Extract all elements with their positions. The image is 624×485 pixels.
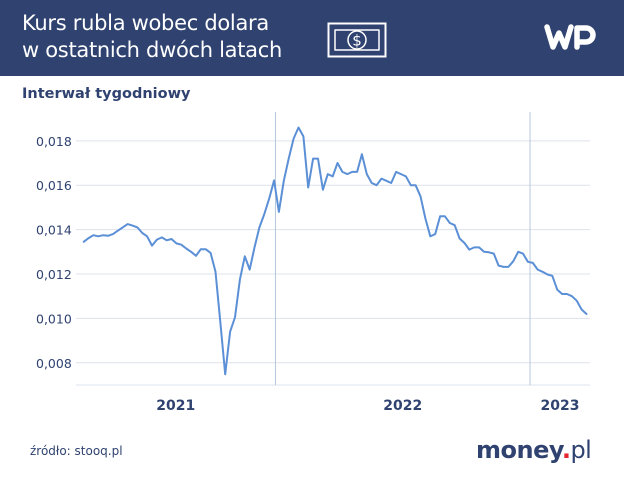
y-tick-label: 0,014 (36, 223, 72, 238)
brand-dot: . (561, 436, 571, 464)
brand-suffix: pl (570, 436, 592, 464)
x-tick-label: 2023 (541, 398, 580, 414)
banknote-icon: $ (327, 22, 387, 58)
chart-title: Kurs rubla wobec dolara w ostatnich dwóc… (22, 10, 282, 64)
title-line-1: Kurs rubla wobec dolara (22, 11, 269, 35)
chart-subtitle: Interwał tygodniowy (22, 86, 191, 102)
y-tick-label: 0,016 (36, 178, 72, 193)
x-tick-label: 2022 (383, 398, 422, 414)
header-banner: Kurs rubla wobec dolara w ostatnich dwóc… (0, 0, 624, 76)
x-tick-label: 2021 (156, 398, 195, 414)
brand-name: money (476, 436, 562, 464)
wp-logo (544, 24, 596, 50)
series-line (82, 126, 588, 376)
x-axis: 2021 2022 2023 (156, 398, 579, 414)
title-line-2: w ostatnich dwóch latach (22, 38, 282, 62)
grid (76, 140, 590, 386)
year-boundaries (274, 112, 531, 385)
y-axis: 0,008 0,010 0,012 0,014 0,016 0,018 (36, 134, 72, 371)
y-tick-label: 0,010 (36, 311, 72, 326)
series (82, 126, 588, 376)
dollar-sign: $ (352, 32, 362, 50)
source-note: źródło: stooq.pl (30, 444, 123, 458)
y-tick-label: 0,008 (36, 356, 72, 371)
money-pl-logo: money.pl (476, 436, 592, 464)
y-tick-label: 0,018 (36, 134, 72, 149)
y-tick-label: 0,012 (36, 267, 72, 282)
